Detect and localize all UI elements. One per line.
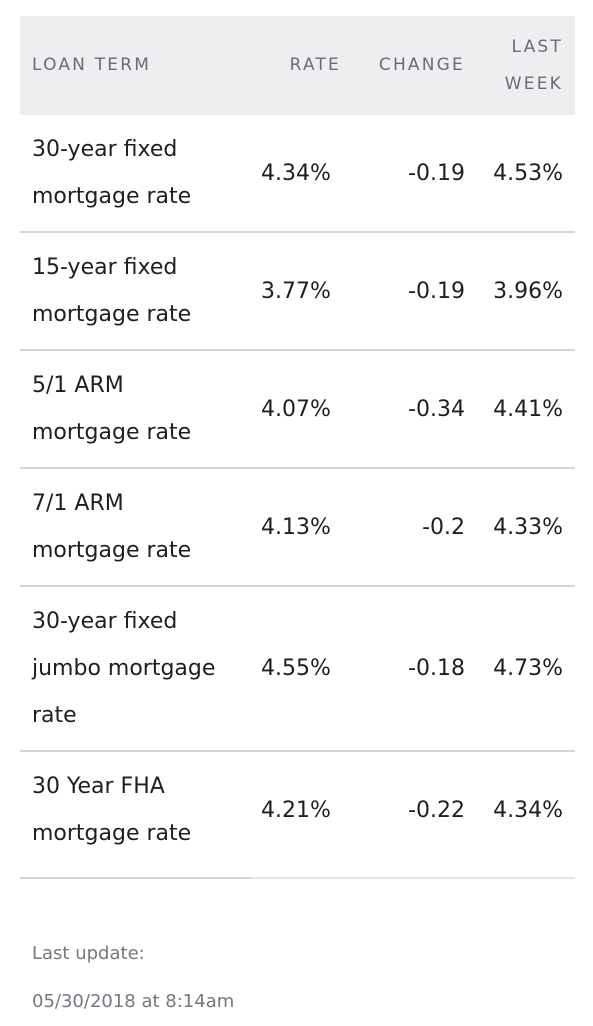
change-cell: -0.19 bbox=[408, 160, 465, 186]
loan-term-line: mortgage rate bbox=[32, 420, 192, 445]
last-week-cell: 4.33% bbox=[493, 514, 563, 540]
header-last-week-line2: WEEK bbox=[504, 73, 563, 94]
loan-term-cell: 30-year fixed mortgage rate bbox=[20, 115, 261, 232]
loan-term-line: jumbo mortgage bbox=[32, 656, 216, 681]
table-row: 30 Year FHA mortgage rate 4.21% -0.22 4.… bbox=[20, 751, 575, 868]
loan-term-line: mortgage rate bbox=[32, 302, 192, 327]
loan-term-line: 7/1 ARM bbox=[32, 491, 124, 516]
loan-term-line: 30-year fixed bbox=[32, 609, 178, 634]
last-update-timestamp: 05/30/2018 at 8:14am bbox=[32, 991, 235, 1012]
loan-term-cell: 30-year fixed jumbo mortgage rate bbox=[20, 586, 261, 751]
rate-cell: 4.34% bbox=[261, 160, 331, 186]
header-change: CHANGE bbox=[378, 55, 465, 75]
loan-term-cell: 15-year fixed mortgage rate bbox=[20, 232, 261, 350]
loan-term-line: rate bbox=[32, 703, 77, 728]
change-cell: -0.34 bbox=[408, 396, 465, 422]
last-update-label: Last update: bbox=[32, 943, 145, 964]
rate-cell: 4.55% bbox=[261, 656, 331, 681]
last-week-cell: 4.34% bbox=[493, 797, 563, 823]
table-row: 15-year fixed mortgage rate 3.77% -0.19 … bbox=[20, 232, 575, 350]
header-loan-term: LOAN TERM bbox=[32, 55, 152, 75]
last-week-cell: 4.73% bbox=[493, 656, 563, 681]
rate-cell: 4.07% bbox=[261, 396, 331, 422]
last-update-footer: Last update: 05/30/2018 at 8:14am bbox=[32, 930, 234, 1026]
rate-cell: 4.13% bbox=[261, 514, 331, 540]
loan-term-line: 15-year fixed bbox=[32, 255, 178, 280]
last-week-cell: 4.41% bbox=[493, 396, 563, 422]
loan-term-line: 5/1 ARM bbox=[32, 373, 124, 398]
change-cell: -0.18 bbox=[408, 656, 465, 681]
table-body: 30-year fixed mortgage rate 4.34% -0.19 … bbox=[20, 115, 575, 868]
header-last-week: LAST WEEK bbox=[477, 16, 575, 115]
table-row: 5/1 ARM mortgage rate 4.07% -0.34 4.41% bbox=[20, 350, 575, 468]
loan-term-cell: 30 Year FHA mortgage rate bbox=[20, 751, 261, 868]
change-cell: -0.19 bbox=[408, 278, 465, 304]
table-row: 7/1 ARM mortgage rate 4.13% -0.2 4.33% bbox=[20, 468, 575, 586]
loan-term-line: mortgage rate bbox=[32, 821, 192, 846]
loan-term-cell: 7/1 ARM mortgage rate bbox=[20, 468, 261, 586]
loan-term-line: 30 Year FHA bbox=[32, 774, 165, 799]
loan-term-line: 30-year fixed bbox=[32, 137, 178, 162]
last-week-cell: 4.53% bbox=[493, 160, 563, 186]
loan-term-cell: 5/1 ARM mortgage rate bbox=[20, 350, 261, 468]
mortgage-rates-table: LOAN TERM RATE CHANGE LAST WEEK 30-year … bbox=[20, 16, 575, 868]
header-last-week-line1: LAST bbox=[511, 36, 563, 57]
loan-term-line: mortgage rate bbox=[32, 538, 192, 563]
table-bottom-divider bbox=[20, 877, 252, 879]
rate-cell: 3.77% bbox=[261, 278, 331, 304]
table-row: 30-year fixed mortgage rate 4.34% -0.19 … bbox=[20, 115, 575, 232]
table-bottom-divider-light bbox=[252, 877, 575, 879]
rate-cell: 4.21% bbox=[261, 797, 331, 823]
header-row: LOAN TERM RATE CHANGE LAST WEEK bbox=[20, 16, 575, 115]
loan-term-line: mortgage rate bbox=[32, 184, 192, 209]
table-header: LOAN TERM RATE CHANGE LAST WEEK bbox=[20, 16, 575, 115]
header-rate: RATE bbox=[289, 55, 341, 75]
table-row: 30-year fixed jumbo mortgage rate 4.55% … bbox=[20, 586, 575, 751]
last-week-cell: 3.96% bbox=[493, 278, 563, 304]
change-cell: -0.22 bbox=[408, 797, 465, 823]
change-cell: -0.2 bbox=[422, 514, 465, 540]
